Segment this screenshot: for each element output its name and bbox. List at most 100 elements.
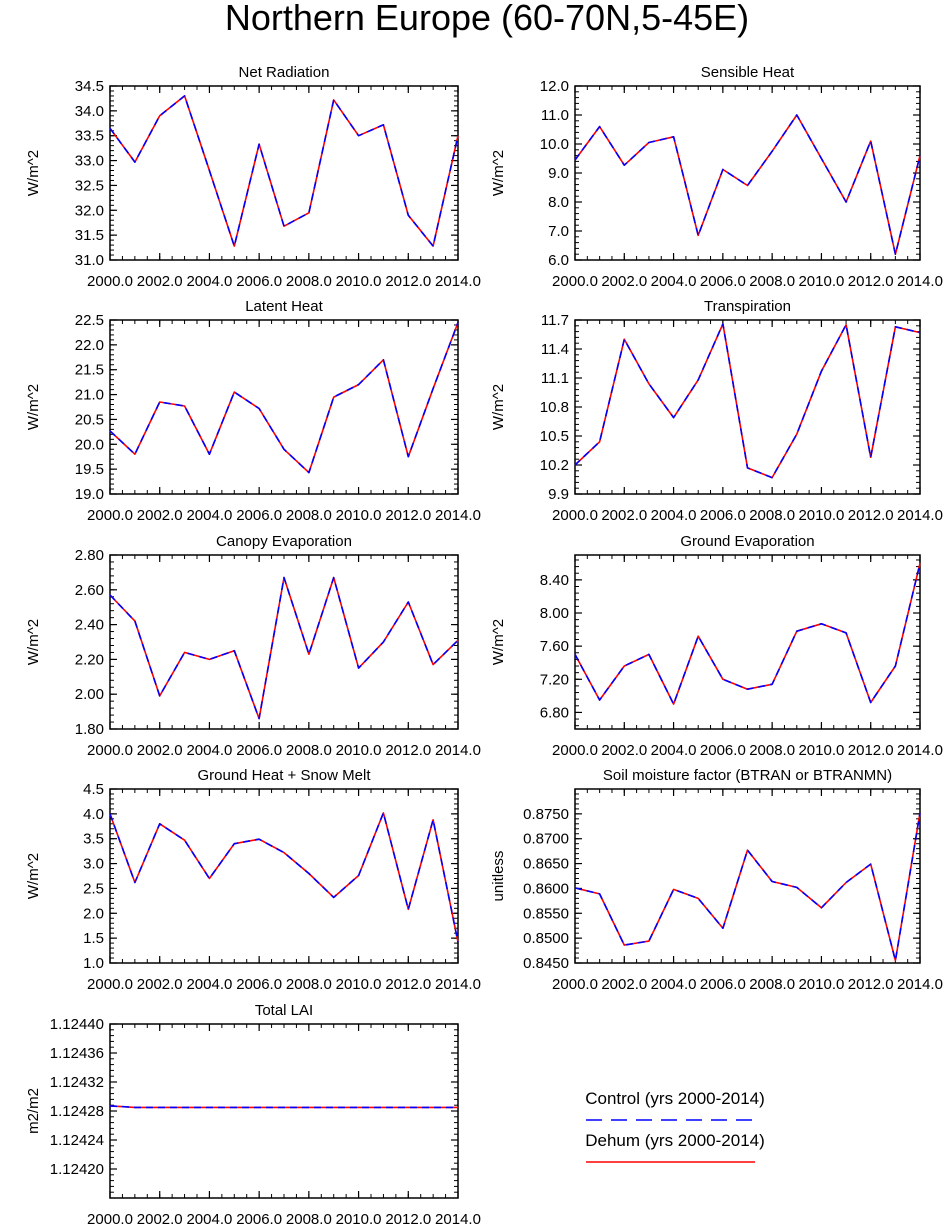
series-line-control [574,114,921,255]
y-tick-label: 2.40 [75,617,104,634]
y-tick-label: 2.60 [75,582,104,599]
x-tick-label: 2010.0 [336,1211,382,1228]
y-tick-label: 1.12440 [50,1016,104,1033]
x-tick-label: 2010.0 [336,507,382,524]
x-tick-label: 2014.0 [435,507,481,524]
x-tick-label: 2014.0 [897,273,943,290]
y-tick-label: 3.0 [83,856,104,873]
x-tick-label: 2000.0 [552,507,598,524]
x-tick-label: 2012.0 [385,1211,431,1228]
y-tick-label: 0.8650 [523,856,569,873]
chart-title: Sensible Heat [701,64,795,81]
y-axis-label: W/m^2 [490,384,507,430]
y-tick-label: 34.5 [75,78,104,95]
series-line-dehum [109,95,459,247]
y-tick-label: 31.0 [75,252,104,269]
x-tick-label: 2014.0 [897,976,943,993]
chart-panel: Transpiration W/m^2 9.9 10.2 10.5 10.8 11.1 11.… [490,298,943,524]
x-tick-label: 2002.0 [137,507,183,524]
y-tick-label: 0.8450 [523,955,569,972]
y-tick-label: 34.0 [75,103,104,120]
x-tick-label: 2000.0 [552,273,598,290]
y-tick-label: 32.5 [75,177,104,194]
series-line-dehum [574,812,921,962]
y-tick-label: 2.00 [75,686,104,703]
y-tick-label: 9.9 [548,486,569,503]
x-tick-label: 2004.0 [186,507,232,524]
x-tick-label: 2012.0 [385,976,431,993]
chart-title: Soil moisture factor (BTRAN or BTRANMN) [603,767,892,784]
y-tick-label: 10.2 [540,457,569,474]
x-tick-label: 2002.0 [137,976,183,993]
y-tick-label: 3.5 [83,831,104,848]
series-line-dehum [574,323,921,479]
x-tick-label: 2010.0 [336,742,382,759]
x-tick-label: 2008.0 [286,273,332,290]
y-tick-label: 20.0 [75,436,104,453]
y-tick-label: 10.8 [540,399,569,416]
series-line-control [109,812,459,943]
y-tick-label: 8.40 [540,572,569,589]
x-tick-label: 2002.0 [601,976,647,993]
x-tick-label: 2008.0 [286,976,332,993]
chart-panel: Sensible Heat W/m^2 6.0 7.0 8.0 9.0 10.0 11.0 12… [490,64,943,290]
x-tick-label: 2014.0 [897,507,943,524]
x-tick-label: 2002.0 [601,507,647,524]
x-tick-label: 2004.0 [651,742,697,759]
y-tick-label: 1.0 [83,955,104,972]
x-tick-label: 2012.0 [848,273,894,290]
x-tick-label: 2006.0 [236,507,282,524]
y-tick-label: 7.60 [540,638,569,655]
y-tick-label: 11.7 [541,312,569,329]
x-tick-label: 2006.0 [700,273,746,290]
y-tick-label: 11.4 [541,341,569,358]
y-tick-label: 4.0 [83,806,104,823]
x-tick-label: 2002.0 [137,1211,183,1228]
x-tick-label: 2008.0 [286,507,332,524]
y-axis-label: W/m^2 [25,619,42,665]
y-tick-label: 0.8750 [523,806,569,823]
x-tick-label: 2000.0 [87,742,133,759]
figure-title: Northern Europe (60-70N,5-45E) [225,0,749,38]
x-tick-label: 2010.0 [336,976,382,993]
chart-panel: Ground Heat + Snow Melt W/m^2 1.0 1.5 2.0 2.5… [25,767,481,993]
y-tick-label: 10.0 [540,136,569,153]
y-tick-label: 19.0 [75,486,104,503]
plot-frame [109,1023,459,1199]
x-tick-label: 2002.0 [137,742,183,759]
x-tick-label: 2006.0 [700,742,746,759]
panels: Net Radiation W/m^2 31.0 31.5 32.0 32.5 33.0 33… [25,64,943,1228]
x-tick-label: 2008.0 [749,273,795,290]
x-tick-label: 2010.0 [798,742,844,759]
x-tick-label: 2010.0 [336,273,382,290]
y-tick-label: 1.12420 [50,1161,104,1178]
chart-title: Latent Heat [245,298,323,315]
y-axis-label: W/m^2 [25,150,42,196]
chart-panel: Net Radiation W/m^2 31.0 31.5 32.0 32.5 33.0 33… [25,64,481,290]
x-tick-label: 2004.0 [186,273,232,290]
series-line-dehum [109,576,459,720]
y-tick-label: 1.12432 [50,1074,104,1091]
series-line-control [574,323,921,479]
x-tick-label: 2004.0 [651,273,697,290]
y-tick-label: 33.0 [75,153,104,170]
x-tick-label: 2006.0 [236,742,282,759]
series-line-control [109,322,459,474]
x-tick-label: 2000.0 [552,742,598,759]
x-tick-label: 2004.0 [186,976,232,993]
x-tick-label: 2010.0 [798,507,844,524]
x-tick-label: 2006.0 [700,507,746,524]
chart-title: Total LAI [255,1002,313,1019]
x-tick-label: 2006.0 [236,976,282,993]
x-tick-label: 2014.0 [435,742,481,759]
y-tick-label: 9.0 [548,165,569,182]
y-tick-label: 21.5 [75,362,104,379]
x-tick-label: 2006.0 [700,976,746,993]
plot-frame [109,788,459,964]
x-tick-label: 2004.0 [186,742,232,759]
y-tick-label: 19.5 [75,461,104,478]
y-axis-label: unitless [490,851,507,902]
chart-panel: Soil moisture factor (BTRAN or BTRANMN) u… [490,767,943,993]
x-tick-label: 2012.0 [385,742,431,759]
